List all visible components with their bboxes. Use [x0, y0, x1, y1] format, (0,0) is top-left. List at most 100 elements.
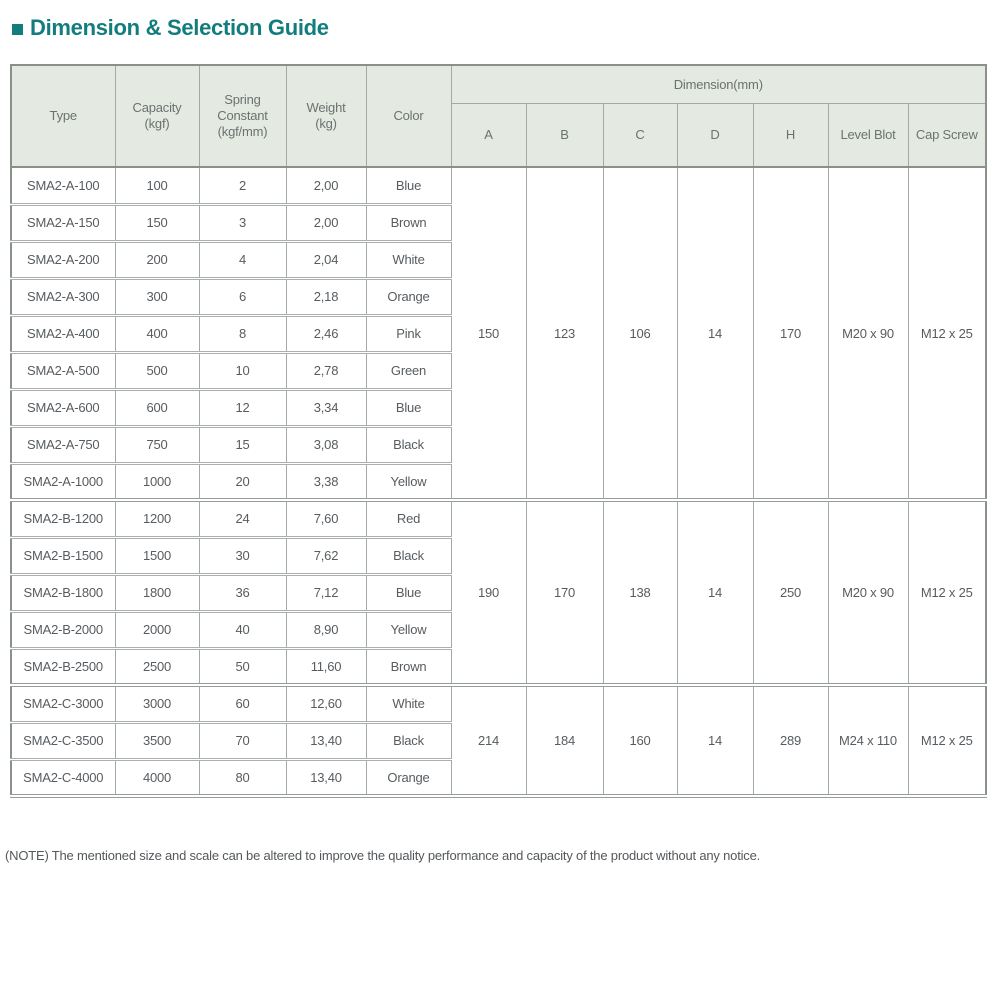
footnote: (NOTE) The mentioned size and scale can …: [5, 848, 761, 864]
cell-weight: 13,40: [285, 759, 367, 799]
cell-weight: 11,60: [285, 648, 367, 688]
table-row: SMA2-A-100 100 2 2,00 Blue 150 123 106 14 170 M20 …: [10, 167, 987, 503]
cell-weight: 2,18: [285, 278, 367, 317]
cell-spring-constant: 36: [198, 574, 287, 613]
cell-spring-constant: 24: [198, 500, 287, 539]
header-spring-constant: Spring Constant (kgf/mm): [198, 65, 287, 169]
cell-capacity: 2500: [114, 648, 200, 688]
table-row: SMA2-B-1800 1800 36 7,12 Blue: [10, 574, 986, 613]
header-level-blot: Level Blot: [827, 103, 909, 169]
cell-spring-constant: 6: [198, 278, 287, 317]
cell-capacity: 400: [114, 315, 200, 354]
header-dim-h: H: [752, 103, 829, 169]
header-dim-d: D: [676, 103, 754, 169]
cell-color: Pink: [365, 315, 452, 354]
cell-weight: 3,08: [285, 426, 367, 465]
cell-dim-d: 14: [676, 500, 754, 688]
cell-type: SMA2-A-750: [10, 426, 116, 465]
square-bullet-icon: [12, 24, 23, 36]
cell-spring-constant: 20: [198, 463, 287, 503]
cell-weight: 2,00: [285, 204, 367, 243]
cell-capacity: 600: [114, 389, 200, 428]
cell-color: Yellow: [365, 611, 452, 650]
cell-color: Orange: [365, 278, 452, 317]
cell-dim-b: 170: [525, 500, 604, 688]
table-row: SMA2-A-400 400 8 2,46 Pink: [10, 315, 986, 354]
cell-dim-a: 214: [450, 685, 527, 799]
cell-type: SMA2-A-600: [10, 389, 116, 428]
table-row: SMA2-A-750 750 15 3,08 Black: [10, 426, 986, 465]
cell-type: SMA2-A-200: [10, 241, 116, 280]
cell-weight: 8,90: [285, 611, 367, 650]
cell-spring-constant: 15: [198, 426, 287, 465]
cell-capacity: 300: [114, 278, 200, 317]
cell-capacity: 500: [114, 352, 200, 391]
header-weight: Weight (kg): [285, 65, 367, 169]
cell-weight: 2,04: [285, 241, 367, 280]
cell-color: Black: [365, 722, 452, 761]
cell-spring-constant: 50: [198, 648, 287, 688]
header-type: Type: [10, 65, 116, 169]
header-dim-c: C: [602, 103, 678, 169]
cell-capacity: 3000: [114, 685, 200, 724]
cell-dim-c: 106: [602, 167, 678, 503]
table-row: SMA2-B-2000 2000 40 8,90 Yellow: [10, 611, 986, 650]
cell-type: SMA2-B-2500: [10, 648, 116, 688]
cell-color: Yellow: [365, 463, 452, 503]
cell-capacity: 1200: [114, 500, 200, 539]
cell-spring-constant: 30: [198, 537, 287, 576]
cell-type: SMA2-A-300: [10, 278, 116, 317]
cell-dim-c: 138: [602, 500, 678, 688]
table-row: SMA2-A-150 150 3 2,00 Brown: [10, 204, 986, 243]
cell-color: Green: [365, 352, 452, 391]
cell-weight: 7,12: [285, 574, 367, 613]
cell-type: SMA2-A-1000: [10, 463, 116, 503]
cell-capacity: 4000: [114, 759, 200, 799]
cell-type: SMA2-C-3500: [10, 722, 116, 761]
header-capacity: Capacity (kgf): [114, 65, 200, 169]
cell-dim-b: 123: [525, 167, 604, 503]
cell-color: Black: [365, 426, 452, 465]
table-row: SMA2-C-3500 3500 70 13,40 Black: [10, 722, 986, 761]
header-dim-b: B: [525, 103, 604, 169]
cell-type: SMA2-A-150: [10, 204, 116, 243]
cell-dim-cap-screw: M12 x 25: [907, 685, 987, 799]
cell-dim-cap-screw: M12 x 25: [907, 167, 987, 503]
cell-capacity: 1800: [114, 574, 200, 613]
cell-dim-h: 250: [752, 500, 829, 688]
cell-weight: 12,60: [285, 685, 367, 724]
cell-dim-h: 170: [752, 167, 829, 503]
cell-color: White: [365, 685, 452, 724]
table-body: SMA2-A-100 100 2 2,00 Blue 150 123 106 14 170 M20 …: [10, 167, 987, 799]
cell-capacity: 1000: [114, 463, 200, 503]
cell-spring-constant: 12: [198, 389, 287, 428]
cell-spring-constant: 80: [198, 759, 287, 799]
page-title: Dimension & Selection Guide: [30, 15, 329, 40]
cell-dim-c: 160: [602, 685, 678, 799]
cell-type: SMA2-C-4000: [10, 759, 116, 799]
cell-type: SMA2-A-500: [10, 352, 116, 391]
cell-color: Blue: [365, 389, 452, 428]
cell-color: Blue: [365, 574, 452, 613]
cell-dim-level-blot: M20 x 90: [827, 167, 909, 503]
table-row: SMA2-B-1500 1500 30 7,62 Black: [10, 537, 986, 576]
cell-color: Orange: [365, 759, 452, 799]
cell-color: Red: [365, 500, 452, 539]
cell-dim-cap-screw: M12 x 25: [907, 500, 987, 688]
table-row: SMA2-B-2500 2500 50 11,60 Brown: [10, 648, 986, 688]
cell-type: SMA2-B-2000: [10, 611, 116, 650]
cell-spring-constant: 40: [198, 611, 287, 650]
cell-spring-constant: 60: [198, 685, 287, 724]
cell-weight: 3,34: [285, 389, 367, 428]
table-row: SMA2-B-1200 1200 24 7,60 Red 190 170 138 14 250 M2…: [10, 500, 987, 688]
cell-type: SMA2-B-1200: [10, 500, 116, 539]
cell-capacity: 150: [114, 204, 200, 243]
cell-color: Black: [365, 537, 452, 576]
cell-color: Brown: [365, 648, 452, 688]
cell-capacity: 200: [114, 241, 200, 280]
table-row: SMA2-A-600 600 12 3,34 Blue: [10, 389, 986, 428]
cell-spring-constant: 70: [198, 722, 287, 761]
cell-spring-constant: 8: [198, 315, 287, 354]
table-row: SMA2-A-1000 1000 20 3,38 Yellow: [10, 463, 986, 503]
